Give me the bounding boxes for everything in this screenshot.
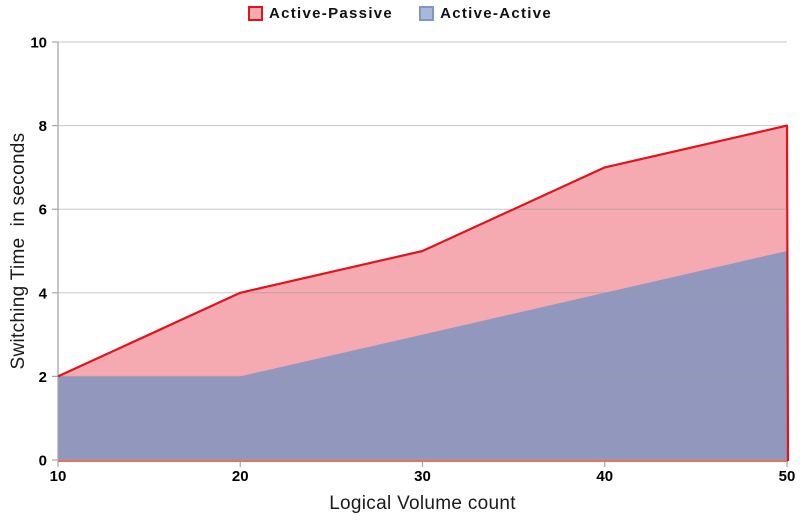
active-passive-swatch-icon [247, 6, 263, 21]
x-tick-label: 20 [232, 468, 249, 485]
x-tick-label: 40 [596, 468, 613, 485]
active-active-swatch-icon [419, 6, 435, 21]
legend-label-active-active: Active-Active [440, 5, 553, 22]
y-tick-label: 8 [39, 118, 47, 135]
chart-legend: Active-Passive Active-Active [0, 5, 800, 22]
y-tick-label: 10 [30, 35, 47, 52]
y-tick-label: 0 [39, 453, 47, 470]
y-tick-label: 6 [39, 202, 47, 219]
x-axis-title: Logical Volume count [329, 493, 516, 514]
y-tick-label: 2 [39, 369, 47, 386]
x-tick-label: 10 [50, 468, 67, 485]
legend-item-active-passive: Active-Passive [247, 5, 394, 22]
series-line-active-passive [57, 124, 790, 462]
legend-item-active-active: Active-Active [419, 5, 552, 22]
y-tick-label: 4 [39, 285, 48, 302]
x-tick-label: 30 [414, 468, 431, 485]
y-axis-title: Switching Time in seconds [8, 132, 29, 370]
legend-label-active-passive: Active-Passive [268, 5, 394, 22]
x-tick-label: 50 [779, 468, 796, 485]
series-area-active-active [58, 251, 787, 460]
